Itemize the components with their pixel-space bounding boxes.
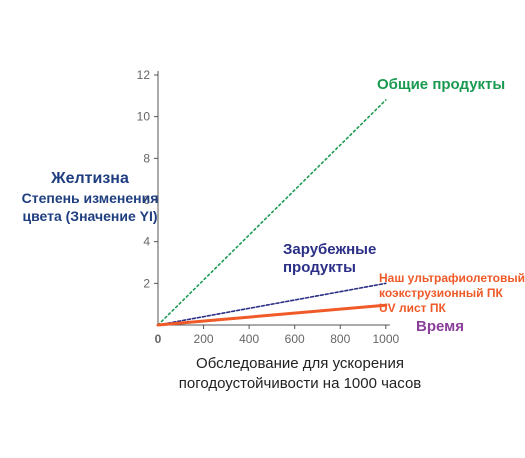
series-line-ours xyxy=(156,303,388,327)
series-line-general xyxy=(157,99,387,326)
series-label-ours-line1: Наш ультрафиолетовый xyxy=(379,271,525,285)
y-axis-subtitle-line1: Степень изменения xyxy=(21,190,159,206)
x-axis-caption: Обследование для ускорения погодоустойчи… xyxy=(150,354,450,394)
x-tick-label: 1000 xyxy=(372,332,399,346)
series-label-foreign: Зарубежные продукты xyxy=(283,241,376,277)
x-tick-label: 800 xyxy=(330,332,350,346)
x-tick-label: 0 xyxy=(155,332,162,346)
series-label-foreign-line1: Зарубежные xyxy=(283,241,377,258)
series-label-ours-line2: коэкструзионный ПК xyxy=(379,286,503,300)
series-line-foreign xyxy=(157,282,387,326)
y-tick-label: 6 xyxy=(143,193,150,207)
series-label-ours: Наш ультрафиолетовый коэкструзионный ПК … xyxy=(379,271,525,316)
y-tick-label: 4 xyxy=(143,235,150,249)
y-axis-title: Желтизна xyxy=(51,170,129,187)
x-tick-label: 600 xyxy=(285,332,305,346)
y-tick-label: 8 xyxy=(143,151,150,165)
x-tick-label: 200 xyxy=(194,332,214,346)
series-label-ours-line3: UV лист ПК xyxy=(379,301,446,315)
y-tick-label: 10 xyxy=(137,110,151,124)
x-axis-caption-line1: Обследование для ускорения xyxy=(196,355,404,372)
series-label-general: Общие продукты xyxy=(377,76,506,93)
y-tick-label: 2 xyxy=(143,276,150,290)
y-tick-label: 12 xyxy=(137,68,151,82)
x-axis-caption-line2: погодоустойчивости на 1000 часов xyxy=(178,375,422,392)
series-label-foreign-line2: продукты xyxy=(283,259,356,276)
x-tick-label: 400 xyxy=(239,332,259,346)
time-axis-label: Время xyxy=(416,318,464,335)
y-axis-subtitle-line2: цвета (Значение YI) xyxy=(22,208,158,224)
